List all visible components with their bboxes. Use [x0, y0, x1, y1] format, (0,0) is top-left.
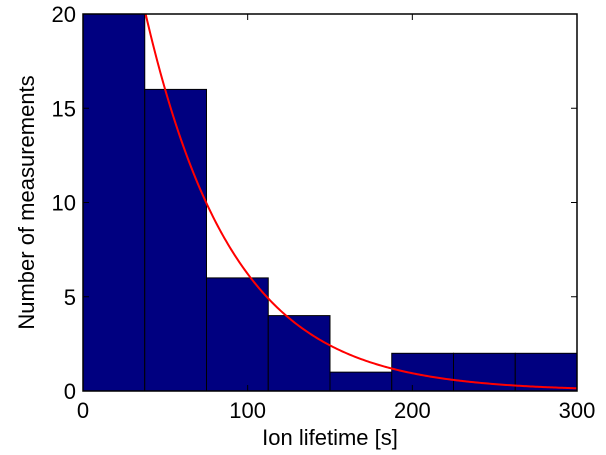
histogram-bar-1 — [83, 14, 146, 391]
histogram-bar-8 — [514, 352, 577, 391]
axis-tick-labels: 0 100 200 300 0 5 10 15 20 — [52, 2, 596, 423]
histogram-bars — [83, 14, 577, 391]
histogram-bar-3 — [206, 277, 269, 391]
x-tick-label: 100 — [229, 398, 266, 423]
y-tick-label: 5 — [64, 285, 76, 310]
y-tick-label: 0 — [64, 379, 76, 404]
y-tick-label: 15 — [52, 96, 76, 121]
x-tick-label: 300 — [559, 398, 596, 423]
x-tick-label: 0 — [77, 398, 89, 423]
x-axis-label: Ion lifetime [s] — [262, 425, 398, 450]
y-axis-label: Number of measurements — [14, 75, 39, 329]
histogram-bar-6 — [391, 352, 454, 391]
histogram-bar-2 — [144, 88, 207, 391]
fit-curve-layer — [144, 14, 577, 390]
y-tick-label: 10 — [52, 191, 76, 216]
exponential-fit-line — [144, 14, 577, 390]
y-tick-label: 20 — [52, 2, 76, 27]
histogram-bar-5 — [329, 371, 393, 391]
axis-ticks — [82, 13, 578, 392]
histogram-bar-4 — [267, 315, 331, 391]
x-tick-label: 200 — [394, 398, 431, 423]
